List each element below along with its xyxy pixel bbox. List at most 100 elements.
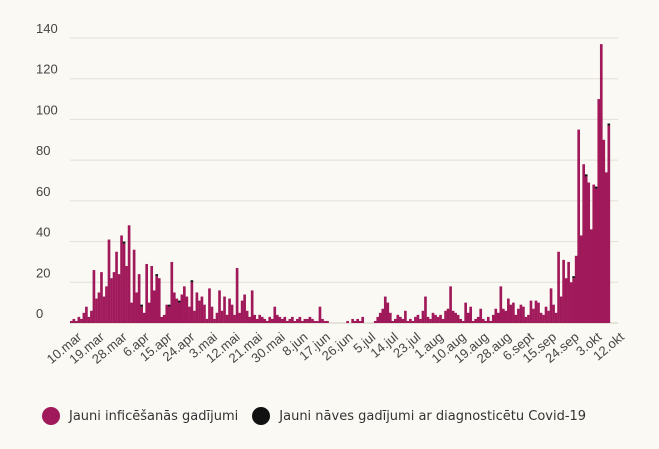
case-bar[interactable] — [260, 316, 264, 323]
case-bar[interactable] — [135, 292, 138, 323]
case-bar[interactable] — [240, 300, 244, 323]
case-bar[interactable] — [87, 316, 91, 323]
case-bar[interactable] — [449, 286, 452, 323]
case-bar[interactable] — [514, 314, 518, 323]
case-bar[interactable] — [318, 306, 322, 323]
case-bar[interactable] — [474, 318, 478, 323]
case-bar[interactable] — [178, 302, 181, 323]
case-bar[interactable] — [162, 314, 166, 323]
case-bar[interactable] — [316, 320, 319, 323]
case-bar[interactable] — [353, 320, 357, 323]
case-bar[interactable] — [532, 308, 535, 323]
case-bar[interactable] — [579, 235, 583, 323]
case-bar[interactable] — [409, 318, 412, 323]
case-bar[interactable] — [361, 316, 365, 323]
case-bar[interactable] — [110, 278, 113, 323]
case-bar[interactable] — [356, 318, 359, 323]
case-bar[interactable] — [225, 314, 229, 323]
case-bar[interactable] — [112, 272, 116, 323]
case-bar[interactable] — [429, 318, 432, 323]
case-bar[interactable] — [602, 139, 606, 323]
case-bar[interactable] — [464, 302, 467, 323]
case-bar[interactable] — [150, 266, 154, 323]
case-bar[interactable] — [567, 261, 570, 323]
case-bar[interactable] — [456, 314, 460, 323]
case-bar[interactable] — [499, 286, 503, 323]
case-bar[interactable] — [115, 251, 118, 323]
case-bar[interactable] — [291, 316, 294, 323]
case-bar[interactable] — [97, 292, 101, 323]
case-bar[interactable] — [248, 316, 251, 323]
case-bar[interactable] — [426, 316, 430, 323]
case-bar[interactable] — [77, 316, 81, 323]
case-bar[interactable] — [157, 278, 161, 323]
case-bar[interactable] — [205, 318, 209, 323]
case-bar[interactable] — [183, 286, 186, 323]
case-bar[interactable] — [165, 304, 169, 323]
case-bar[interactable] — [268, 316, 272, 323]
case-bar[interactable] — [419, 318, 422, 323]
case-bar[interactable] — [604, 172, 608, 323]
case-bar[interactable] — [411, 320, 415, 323]
case-bar[interactable] — [439, 314, 442, 323]
case-bar[interactable] — [394, 318, 397, 323]
case-bar[interactable] — [193, 310, 196, 323]
case-bar[interactable] — [491, 314, 495, 323]
case-bar[interactable] — [592, 184, 596, 323]
case-bar[interactable] — [298, 316, 302, 323]
case-bar[interactable] — [245, 310, 249, 323]
case-bar[interactable] — [386, 302, 390, 323]
case-bar[interactable] — [454, 312, 457, 323]
case-bar[interactable] — [275, 314, 279, 323]
legend-item-cases[interactable]: Jauni inficēšanās gadījumi — [42, 407, 238, 425]
case-bar[interactable] — [481, 318, 485, 323]
case-bar[interactable] — [574, 255, 578, 323]
case-bar[interactable] — [137, 274, 141, 323]
case-bar[interactable] — [265, 320, 269, 323]
case-bar[interactable] — [228, 298, 231, 323]
case-bar[interactable] — [416, 314, 420, 323]
case-bar[interactable] — [283, 316, 287, 323]
case-bar[interactable] — [539, 312, 543, 323]
case-bar[interactable] — [522, 306, 525, 323]
case-bar[interactable] — [102, 296, 106, 323]
case-bar[interactable] — [223, 296, 226, 323]
case-bar[interactable] — [152, 290, 156, 323]
case-bar[interactable] — [582, 164, 586, 323]
case-bar[interactable] — [75, 320, 78, 323]
case-bar[interactable] — [203, 304, 206, 323]
case-bar[interactable] — [72, 318, 76, 323]
case-bar[interactable] — [127, 225, 131, 323]
case-bar[interactable] — [70, 320, 73, 323]
case-bar[interactable] — [286, 320, 289, 323]
case-bar[interactable] — [270, 318, 274, 323]
case-bar[interactable] — [130, 302, 133, 323]
case-bar[interactable] — [584, 176, 588, 323]
case-bar[interactable] — [100, 272, 103, 323]
case-bar[interactable] — [147, 302, 151, 323]
death-bar[interactable] — [584, 174, 588, 177]
case-bar[interactable] — [120, 235, 123, 323]
case-bar[interactable] — [471, 320, 475, 323]
case-bar[interactable] — [346, 320, 349, 323]
case-bar[interactable] — [577, 129, 581, 323]
case-bar[interactable] — [198, 300, 201, 323]
case-bar[interactable] — [459, 318, 462, 323]
case-bar[interactable] — [278, 316, 282, 323]
case-bar[interactable] — [233, 314, 236, 323]
case-bar[interactable] — [323, 320, 327, 323]
death-bar[interactable] — [607, 123, 611, 126]
death-bar[interactable] — [178, 300, 181, 303]
case-bar[interactable] — [572, 278, 575, 323]
case-bar[interactable] — [190, 282, 194, 323]
case-bar[interactable] — [434, 314, 437, 323]
case-bar[interactable] — [479, 308, 483, 323]
case-bar[interactable] — [321, 318, 324, 323]
case-bar[interactable] — [559, 296, 563, 323]
case-bar[interactable] — [326, 320, 329, 323]
case-bar[interactable] — [142, 312, 146, 323]
legend-item-deaths[interactable]: Jauni nāves gadījumi ar diagnosticētu Co… — [252, 407, 586, 425]
case-bar[interactable] — [557, 251, 560, 323]
case-bar[interactable] — [527, 314, 530, 323]
case-bar[interactable] — [507, 298, 510, 323]
